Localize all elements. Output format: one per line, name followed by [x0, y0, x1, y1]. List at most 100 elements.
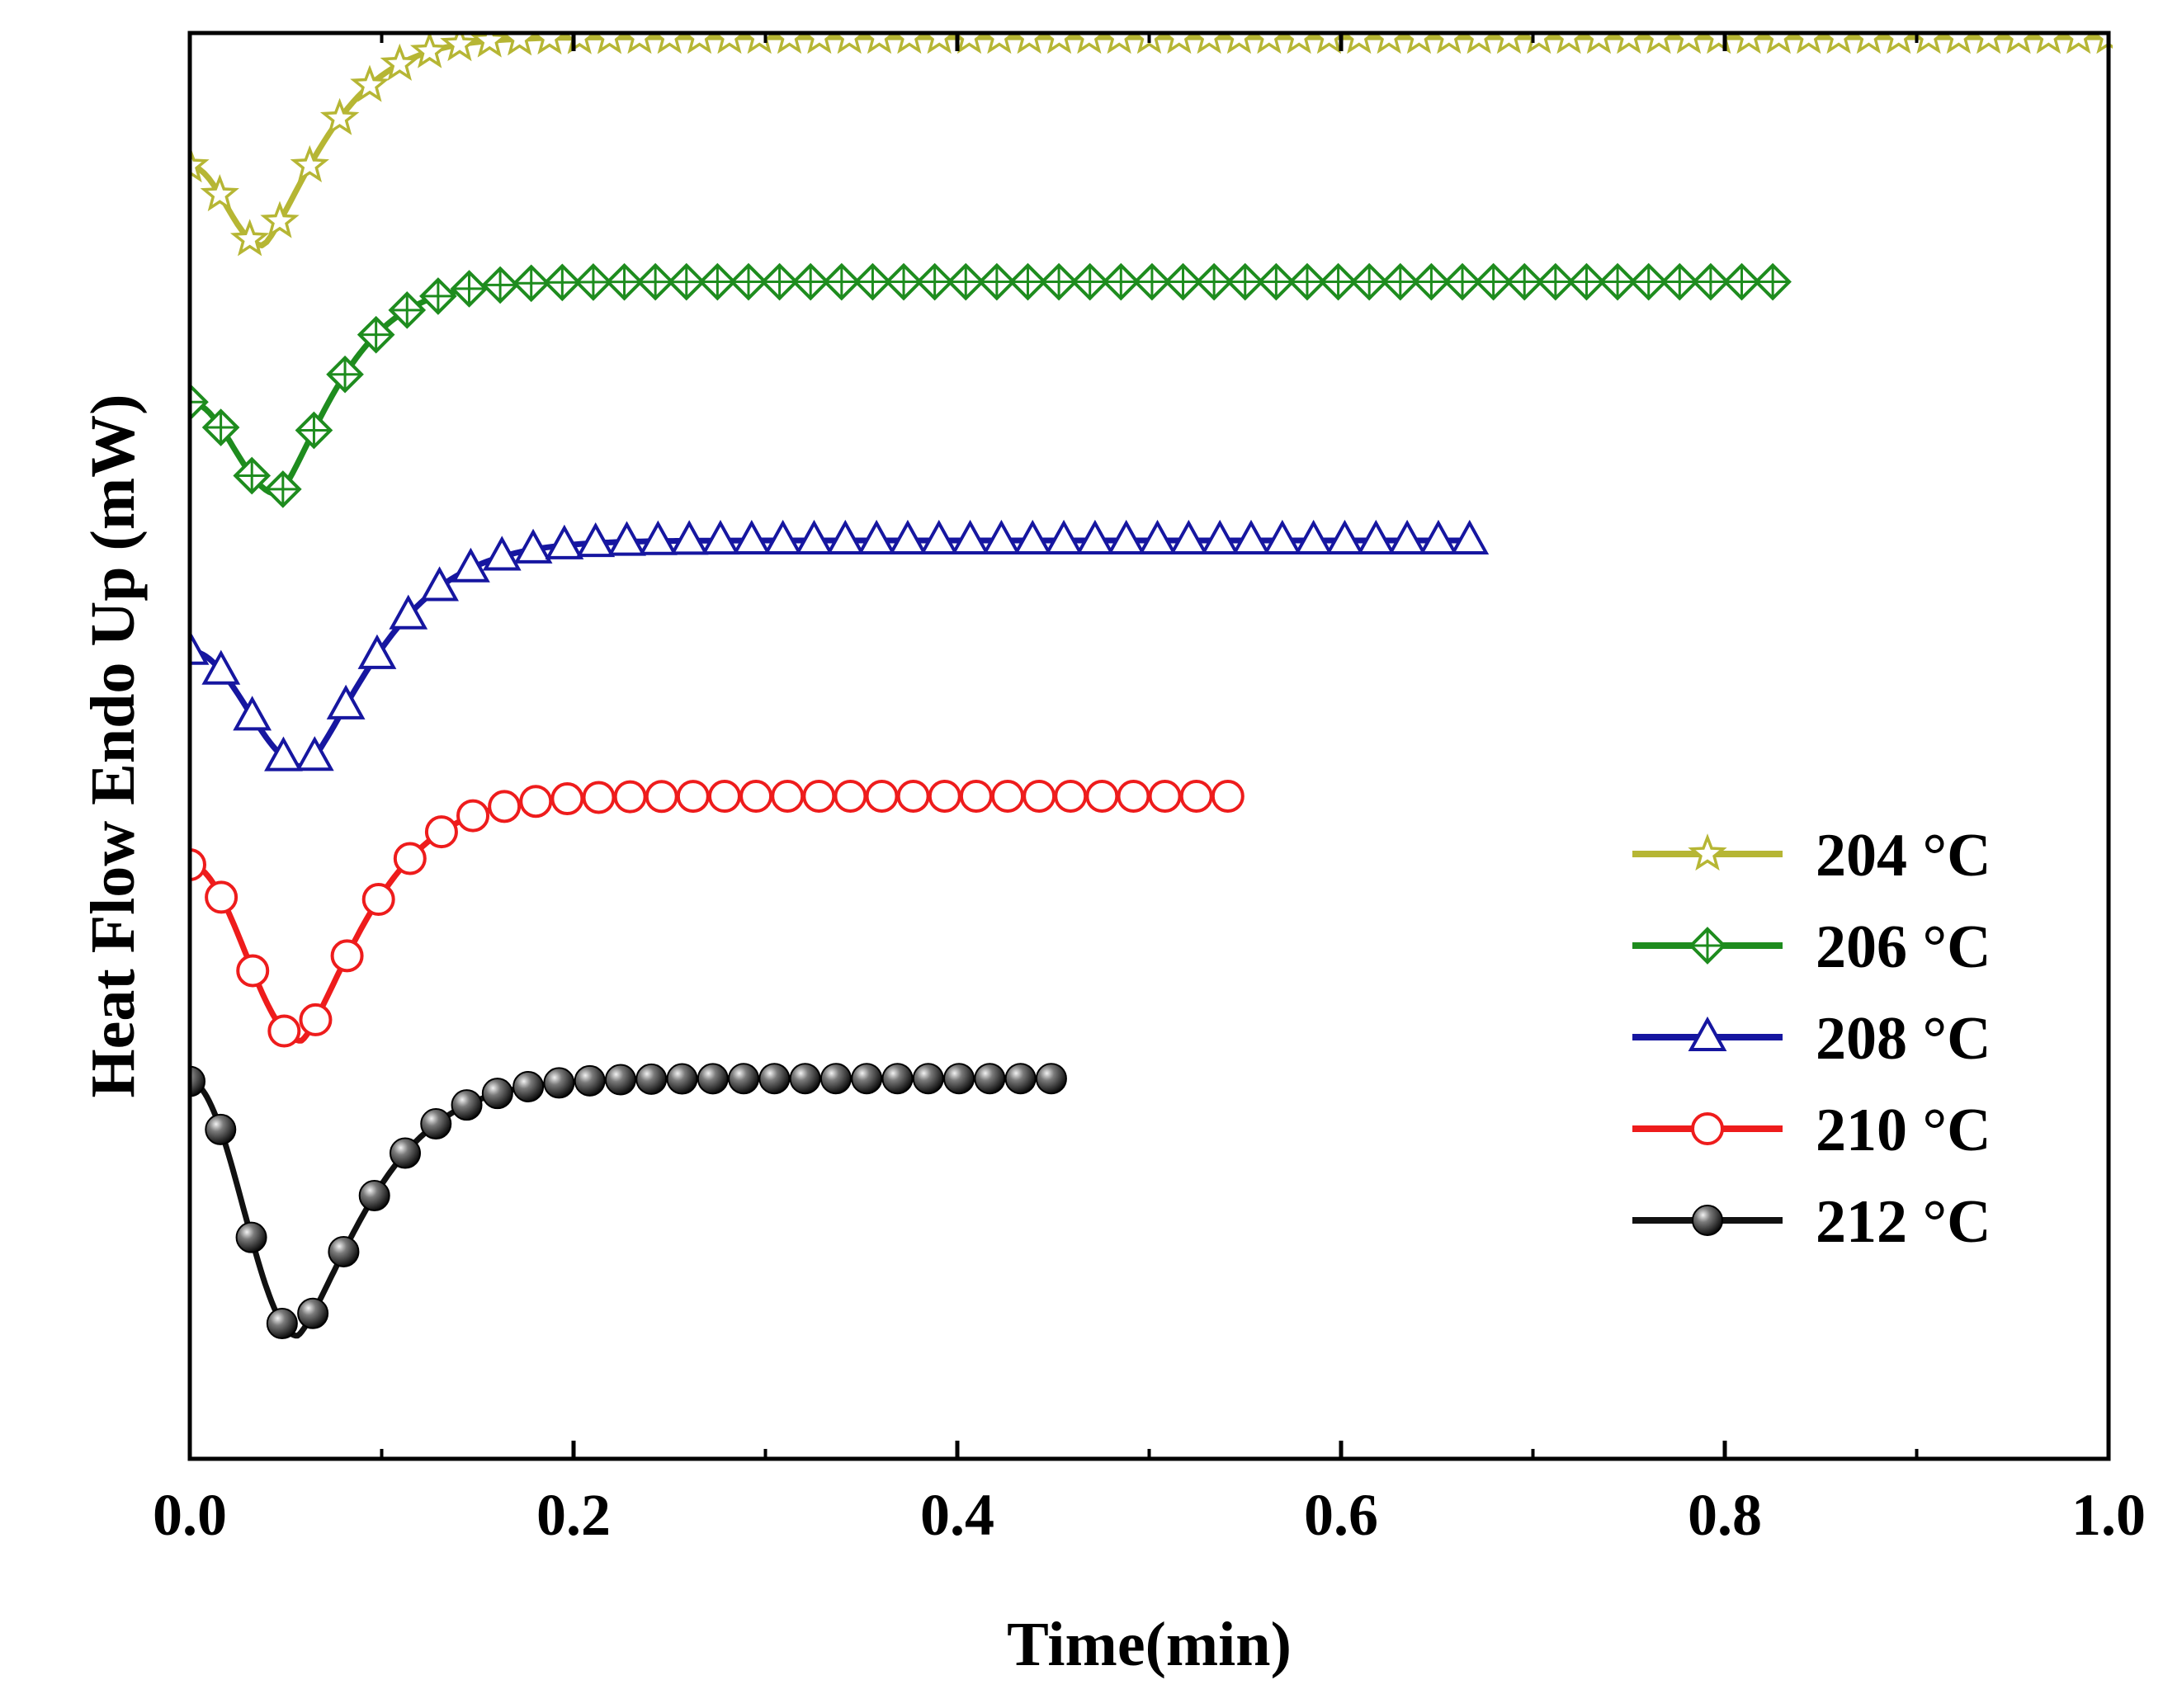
- data-point: [1257, 262, 1296, 301]
- data-point: [267, 1014, 301, 1048]
- data-point: [264, 736, 303, 771]
- data-point: [1851, 33, 1886, 54]
- data-point: [666, 1063, 698, 1095]
- data-point: [205, 880, 239, 914]
- data-point: [959, 779, 993, 813]
- data-point: [419, 277, 457, 315]
- data-point: [701, 520, 740, 555]
- data-point: [1629, 262, 1668, 301]
- data-point: [1282, 33, 1316, 54]
- data-point: [319, 97, 360, 135]
- data-point: [1761, 33, 1796, 54]
- data-point: [420, 566, 459, 602]
- x-tick-label: 0.4: [920, 1482, 994, 1548]
- legend-label: 206 °C: [1816, 913, 1991, 981]
- data-point: [236, 954, 270, 988]
- data-point: [1294, 519, 1334, 554]
- data-point: [1419, 519, 1458, 554]
- x-tick-label: 0.6: [1304, 1482, 1378, 1548]
- data-point: [862, 33, 897, 54]
- data-point: [636, 262, 674, 301]
- data-point: [1035, 1063, 1067, 1095]
- data-point: [1054, 779, 1088, 813]
- data-point: [1387, 519, 1427, 554]
- data-point: [1102, 33, 1136, 54]
- data-point: [481, 1078, 513, 1110]
- data-point: [1599, 262, 1636, 301]
- series-2: [190, 519, 1490, 771]
- data-point: [1008, 262, 1047, 301]
- data-point: [645, 780, 678, 814]
- data-point: [1972, 33, 2006, 54]
- data-point: [943, 1063, 975, 1095]
- data-point: [190, 144, 210, 183]
- data-point: [1107, 519, 1146, 554]
- data-point: [982, 519, 1021, 554]
- x-axis-title: Time(min): [1007, 1610, 1292, 1679]
- data-point: [1401, 33, 1436, 54]
- data-point: [1004, 1063, 1037, 1095]
- data-point: [1450, 519, 1490, 554]
- series-1: [190, 262, 1792, 508]
- data-point: [991, 779, 1025, 813]
- data-point: [481, 266, 519, 304]
- data-point: [2031, 33, 2066, 54]
- data-point: [667, 262, 706, 301]
- data-point: [1325, 519, 1364, 554]
- data-point: [669, 520, 709, 555]
- data-point: [1164, 262, 1202, 301]
- data-point: [190, 1065, 205, 1097]
- data-point: [1551, 33, 1586, 54]
- data-point: [1117, 779, 1150, 813]
- data-point: [1671, 33, 1706, 54]
- data-point: [928, 779, 961, 813]
- data-point: [885, 262, 923, 301]
- data-point: [456, 799, 490, 833]
- legend-label: 208 °C: [1816, 1005, 1991, 1073]
- data-point: [393, 842, 427, 875]
- data-point: [1722, 262, 1761, 301]
- data-point: [1731, 33, 1766, 54]
- data-point: [330, 939, 364, 973]
- data-point: [1462, 33, 1496, 54]
- data-point: [550, 782, 584, 816]
- data-point: [676, 780, 710, 814]
- data-point: [834, 779, 867, 813]
- data-point: [919, 519, 959, 554]
- data-point: [295, 411, 333, 450]
- data-point: [1075, 519, 1115, 554]
- data-point: [1040, 262, 1078, 301]
- data-point: [652, 33, 687, 54]
- data-point: [604, 1064, 636, 1096]
- data-point: [519, 785, 553, 819]
- data-point: [451, 547, 490, 583]
- data-point: [233, 696, 272, 731]
- data-point: [951, 519, 989, 554]
- data-point: [1882, 33, 1916, 54]
- data-point: [760, 262, 799, 301]
- legend-marker: [1688, 1016, 1727, 1051]
- data-point: [1023, 779, 1056, 813]
- data-point: [1085, 779, 1119, 813]
- data-point: [707, 780, 741, 814]
- data-point: [1192, 33, 1226, 54]
- data-point: [1231, 519, 1271, 554]
- data-point: [260, 201, 300, 238]
- data-point: [1226, 262, 1264, 301]
- data-point: [512, 264, 550, 303]
- data-point: [712, 33, 747, 54]
- legend-marker: [1688, 833, 1727, 871]
- legend-label: 204 °C: [1816, 822, 1991, 889]
- data-point: [851, 1063, 883, 1095]
- data-point: [388, 291, 427, 329]
- data-point: [380, 43, 419, 81]
- data-point: [622, 33, 657, 54]
- data-point: [1581, 33, 1616, 54]
- data-point: [513, 528, 553, 564]
- legend-marker: [1688, 927, 1726, 965]
- data-point: [328, 1235, 360, 1267]
- data-point: [698, 262, 737, 301]
- data-point: [389, 594, 428, 630]
- data-point: [235, 1221, 267, 1253]
- data-point: [201, 408, 240, 446]
